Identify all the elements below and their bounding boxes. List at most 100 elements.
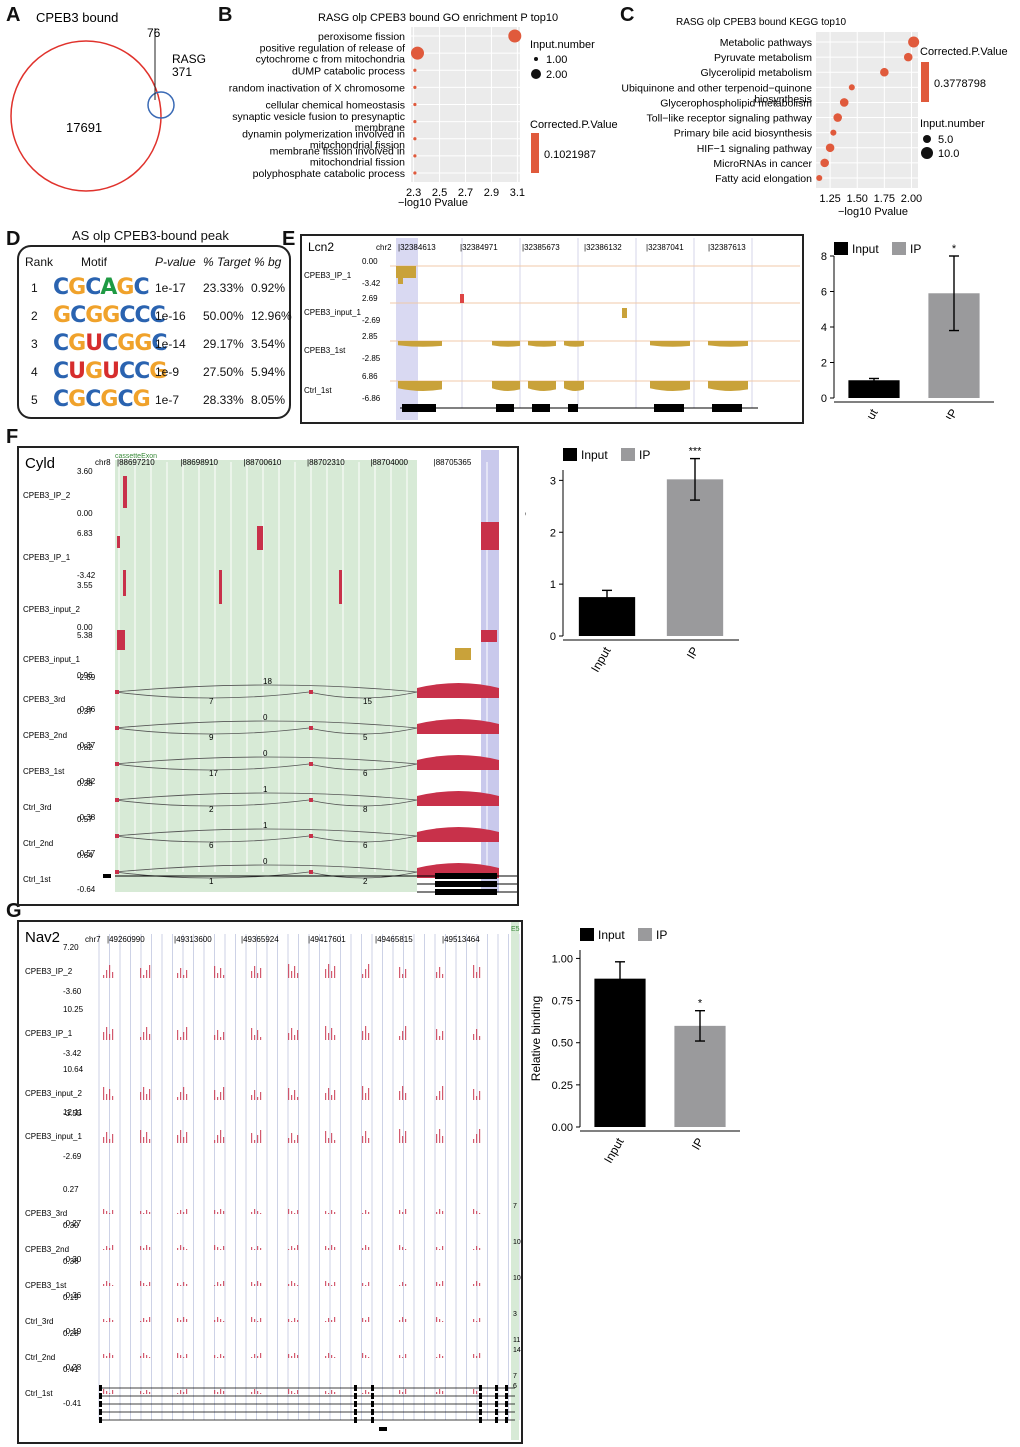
nav2-signal xyxy=(439,1389,441,1394)
cyld-coverage xyxy=(309,690,313,694)
cyld-junction-count: 17 xyxy=(209,769,218,778)
bar-ytick-label: 1 xyxy=(550,579,556,591)
nav2-signal xyxy=(436,1212,438,1214)
nav2-signal xyxy=(405,1354,407,1358)
lcn2-coverage xyxy=(564,341,584,347)
nav2-signal xyxy=(436,1317,438,1322)
kegg-legend-color-title: Corrected.P.Value xyxy=(920,46,1008,58)
motif-target: 27.50% xyxy=(203,365,244,379)
nav2-track-right-label: 14 xyxy=(513,1347,521,1354)
nav2-signal xyxy=(288,1138,290,1143)
nav2-track-min: -3.42 xyxy=(63,1049,82,1058)
nav2-signal xyxy=(328,1318,330,1322)
lcn2-coverage xyxy=(650,381,690,391)
bar-significance: *** xyxy=(689,446,703,458)
cyld-coverage xyxy=(115,726,119,730)
go-dot xyxy=(413,137,417,141)
bar-ytick-label: 2 xyxy=(821,358,827,370)
nav2-signal xyxy=(260,1092,262,1100)
go-dot xyxy=(508,29,522,43)
nav2-track-right-label: 10 xyxy=(513,1275,521,1282)
nav2-exon xyxy=(371,1385,374,1391)
bar-ip xyxy=(674,1025,726,1127)
lcn2-exon xyxy=(712,404,742,412)
nav2-signal xyxy=(251,1392,253,1394)
nav2-signal xyxy=(362,1283,364,1286)
nav2-exon xyxy=(99,1401,102,1407)
bar-ytick-label: 0 xyxy=(821,393,827,405)
bar-category-label: IP xyxy=(943,407,961,420)
cyld-junction-arc xyxy=(114,835,310,843)
nav2-signal xyxy=(442,1246,444,1250)
cyld-exon xyxy=(103,874,111,878)
nav2-signal xyxy=(368,1138,370,1143)
bar-category-label: Input xyxy=(588,644,614,675)
cyld-track-min: -3.42 xyxy=(77,571,96,580)
nav2-signal xyxy=(297,1355,299,1358)
nav2-track-name: CPEB3_input_1 xyxy=(25,1132,82,1141)
nav2-signal xyxy=(328,1283,330,1286)
nav2-signal xyxy=(291,1095,293,1100)
nav2-signal xyxy=(328,1393,330,1394)
nav2-signal xyxy=(368,1212,370,1214)
go-term-label: synaptic vesicle fusion to presynaptic me… xyxy=(232,111,405,134)
nav2-signal xyxy=(362,1318,364,1322)
nav2-signal xyxy=(109,1139,111,1143)
nav2-signal xyxy=(362,1393,364,1394)
nav2-signal xyxy=(214,1245,216,1250)
nav2-signal xyxy=(436,1029,438,1040)
go-legend-size-small-label: 1.00 xyxy=(546,54,567,66)
nav2-track-name: CPEB3_3rd xyxy=(25,1209,67,1218)
lcn2-track-name: CPEB3_input_1 xyxy=(304,308,361,317)
nav2-signal xyxy=(288,1033,290,1040)
cyld-track-min: 0.00 xyxy=(77,623,93,632)
kegg-dot xyxy=(825,143,835,153)
cyld-exon xyxy=(435,889,497,895)
nav2-signal xyxy=(112,972,114,978)
bar-legend-label: Input xyxy=(598,928,625,942)
go-dot xyxy=(413,154,417,158)
nav2-exon xyxy=(479,1417,482,1423)
nav2-signal xyxy=(112,1390,114,1394)
bar-category-label: Input xyxy=(601,1135,627,1166)
nav2-signal xyxy=(331,1095,333,1100)
nav2-signal xyxy=(402,1136,404,1143)
nav2-exon xyxy=(354,1417,357,1423)
nav2-signal xyxy=(476,1211,478,1214)
nav2-signal xyxy=(214,966,216,978)
nav2-signal xyxy=(365,1210,367,1214)
cyld-signal xyxy=(481,522,499,550)
kegg-dot xyxy=(908,36,920,48)
go-dotplot: RASG olp CPEB3 bound GO enrichment P top… xyxy=(229,12,618,209)
coord-label: |32384971 xyxy=(460,243,498,252)
nav2-exon xyxy=(505,1417,508,1423)
nav2-right-label-extra: 11 xyxy=(513,1337,520,1344)
cyld-cassette-highlight xyxy=(115,460,417,892)
nav2-signal xyxy=(223,1137,225,1143)
nav2-signal xyxy=(143,1318,145,1322)
nav2-signal xyxy=(251,1095,253,1100)
nav2-signal xyxy=(442,1281,444,1286)
nav2-track-name: Ctrl_1st xyxy=(25,1389,53,1398)
nav2-signal xyxy=(365,1245,367,1250)
nav2-signal xyxy=(402,1086,404,1100)
motif-header-pvalue: P-value xyxy=(155,255,196,269)
nav2-signal xyxy=(254,966,256,978)
nav2-signal xyxy=(331,1390,333,1394)
nav2-signal xyxy=(183,1212,185,1214)
cyld-junction-arc xyxy=(114,684,418,693)
cyld-junction-arc xyxy=(114,756,418,765)
lcn2-coverage xyxy=(528,341,556,347)
nav2-track-min: -0.41 xyxy=(63,1399,82,1408)
nav2-signal xyxy=(325,1211,327,1214)
nav2-signal xyxy=(214,1035,216,1040)
kegg-legend-size-large xyxy=(921,147,933,159)
nav2-signal xyxy=(362,974,364,978)
bar-ytick-label: 6 xyxy=(821,287,827,299)
nav2-signal xyxy=(146,1210,148,1214)
nav2-signal xyxy=(476,1096,478,1100)
motif-header-bg: % bg xyxy=(254,255,282,269)
nav2-signal xyxy=(476,972,478,978)
cyld-junction-count: 2 xyxy=(209,805,214,814)
